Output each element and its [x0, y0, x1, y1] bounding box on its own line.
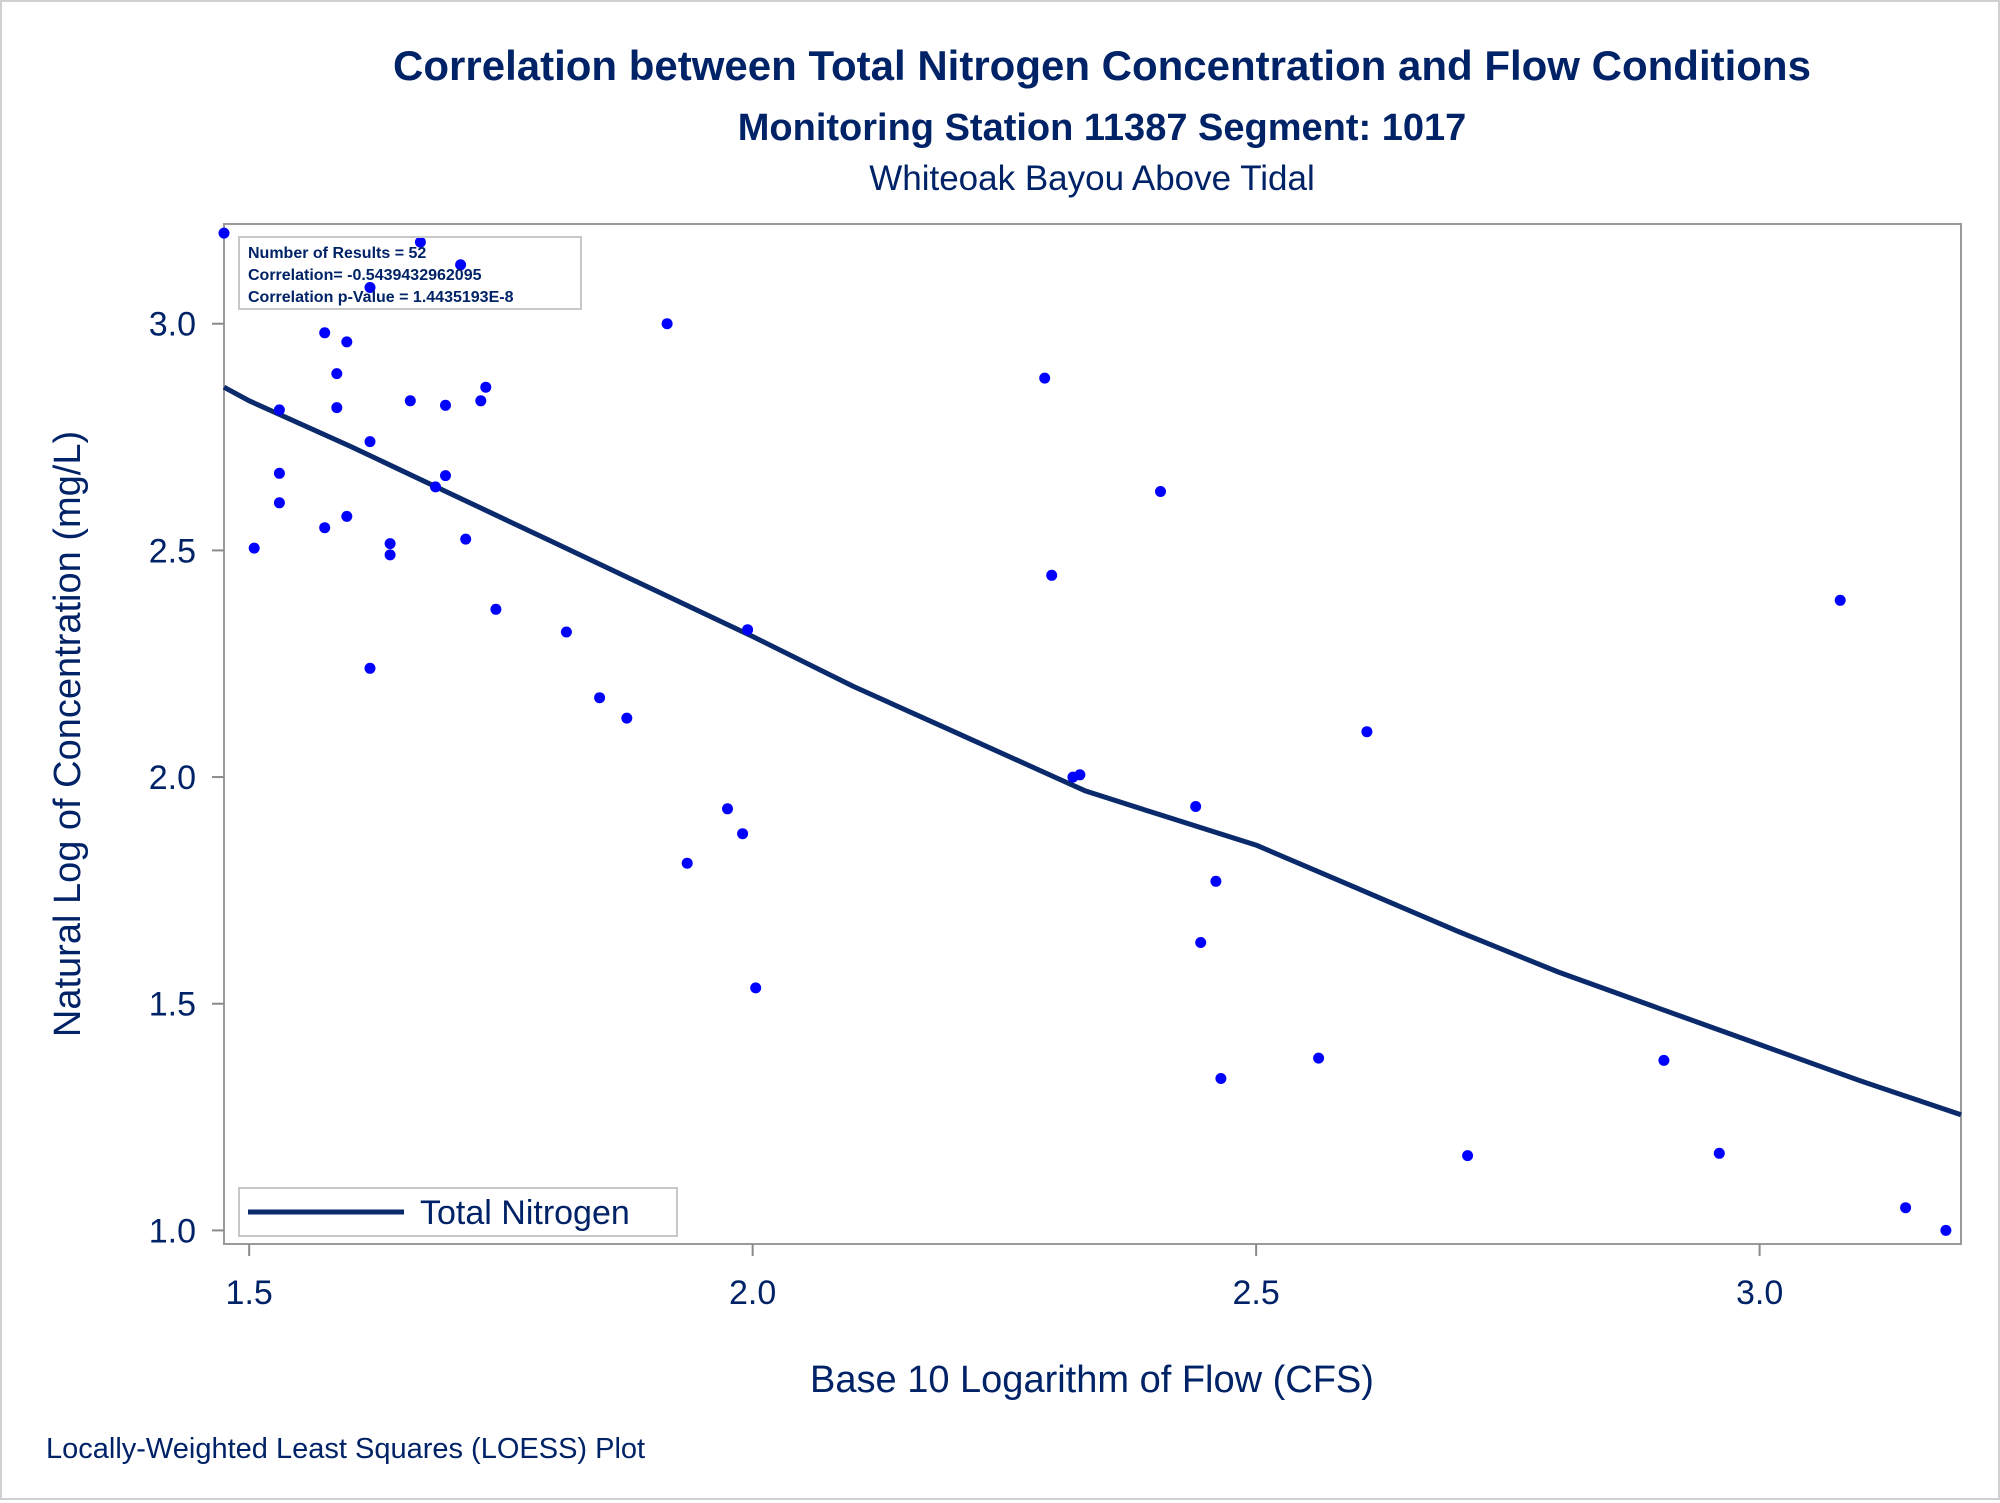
y-tick-label: 1.5 [149, 986, 196, 1024]
data-point [661, 318, 673, 330]
x-tick-label: 2.0 [729, 1274, 776, 1312]
y-tick-label: 1.0 [149, 1212, 196, 1250]
y-tick-label: 2.0 [149, 759, 196, 797]
data-point [560, 626, 572, 638]
data-point [218, 227, 230, 239]
stats-correlation: Correlation= -0.5439432962095 [248, 267, 482, 284]
stats-p-value: Correlation p-Value = 1.4435193E-8 [248, 289, 514, 306]
chart-title: Correlation between Total Nitrogen Conce… [393, 42, 1811, 89]
data-point [490, 603, 502, 615]
data-point [1361, 726, 1373, 738]
data-point [1074, 769, 1086, 781]
stats-number-of-results: Number of Results = 52 [248, 245, 426, 262]
data-point [341, 510, 353, 522]
data-point [364, 436, 376, 448]
data-point [440, 470, 451, 482]
data-point [1155, 486, 1166, 497]
y-axis-label: Natural Log of Concentration (mg/L) [47, 431, 89, 1037]
data-point [1039, 372, 1051, 384]
data-point [404, 395, 416, 407]
x-axis: 1.5 2.0 2.5 3.0 [226, 1244, 1783, 1312]
data-point [364, 662, 376, 674]
data-point [1713, 1147, 1725, 1159]
x-axis-label: Base 10 Logarithm of Flow (CFS) [810, 1359, 1374, 1401]
chart-subtitle-location: Whiteoak Bayou Above Tidal [869, 159, 1315, 198]
footnote: Locally-Weighted Least Squares (LOESS) P… [46, 1433, 645, 1465]
data-point [384, 549, 396, 561]
data-point [1658, 1054, 1670, 1066]
data-point [1940, 1224, 1952, 1236]
data-point [1046, 569, 1058, 581]
data-point [430, 481, 441, 493]
legend: Total Nitrogen [238, 1187, 678, 1237]
x-tick-label: 1.5 [226, 1274, 273, 1312]
data-point [331, 402, 343, 414]
data-point [364, 282, 376, 293]
fit-line-layer [222, 384, 1962, 1118]
data-point [594, 692, 606, 704]
y-tick-label: 3.0 [149, 306, 196, 344]
x-tick-label: 2.5 [1232, 1274, 1279, 1312]
data-point [331, 368, 343, 380]
data-point [414, 236, 426, 248]
data-point [440, 399, 451, 411]
data-point [621, 712, 633, 724]
plot-area [223, 223, 1962, 1245]
marker-layer [218, 227, 1952, 1236]
x-tick-label: 3.0 [1736, 1274, 1783, 1312]
data-point [722, 803, 733, 815]
data-point [737, 828, 749, 840]
legend-label-total-nitrogen: Total Nitrogen [420, 1194, 630, 1232]
y-axis: 1.0 1.5 2.0 2.5 3.0 [149, 306, 224, 1250]
data-point [1210, 875, 1222, 887]
data-point [1313, 1052, 1325, 1064]
data-point [248, 542, 260, 554]
y-tick-label: 2.5 [149, 532, 196, 570]
data-point [319, 327, 331, 339]
data-point [273, 497, 285, 509]
data-point [1215, 1073, 1227, 1084]
data-point [1190, 801, 1202, 812]
stats-box: Number of Results = 52 Correlation= -0.5… [238, 236, 582, 310]
data-point [1834, 594, 1846, 606]
data-point [475, 395, 487, 407]
chart-subtitle: Monitoring Station 11387 Segment: 1017 [738, 107, 1467, 149]
stats-box-frame [238, 236, 582, 310]
data-point [460, 533, 472, 545]
data-point [742, 624, 754, 636]
data-point [681, 857, 693, 869]
data-point [273, 467, 285, 479]
data-point [384, 538, 396, 550]
data-point [1900, 1202, 1912, 1214]
data-point [273, 404, 285, 416]
data-point [1195, 937, 1207, 948]
data-point [319, 522, 331, 534]
data-point [480, 381, 492, 393]
data-point [1462, 1150, 1474, 1162]
data-point [341, 336, 353, 348]
series-line-total-nitrogen [222, 384, 1962, 1118]
data-point [750, 982, 762, 994]
data-point [455, 259, 467, 271]
